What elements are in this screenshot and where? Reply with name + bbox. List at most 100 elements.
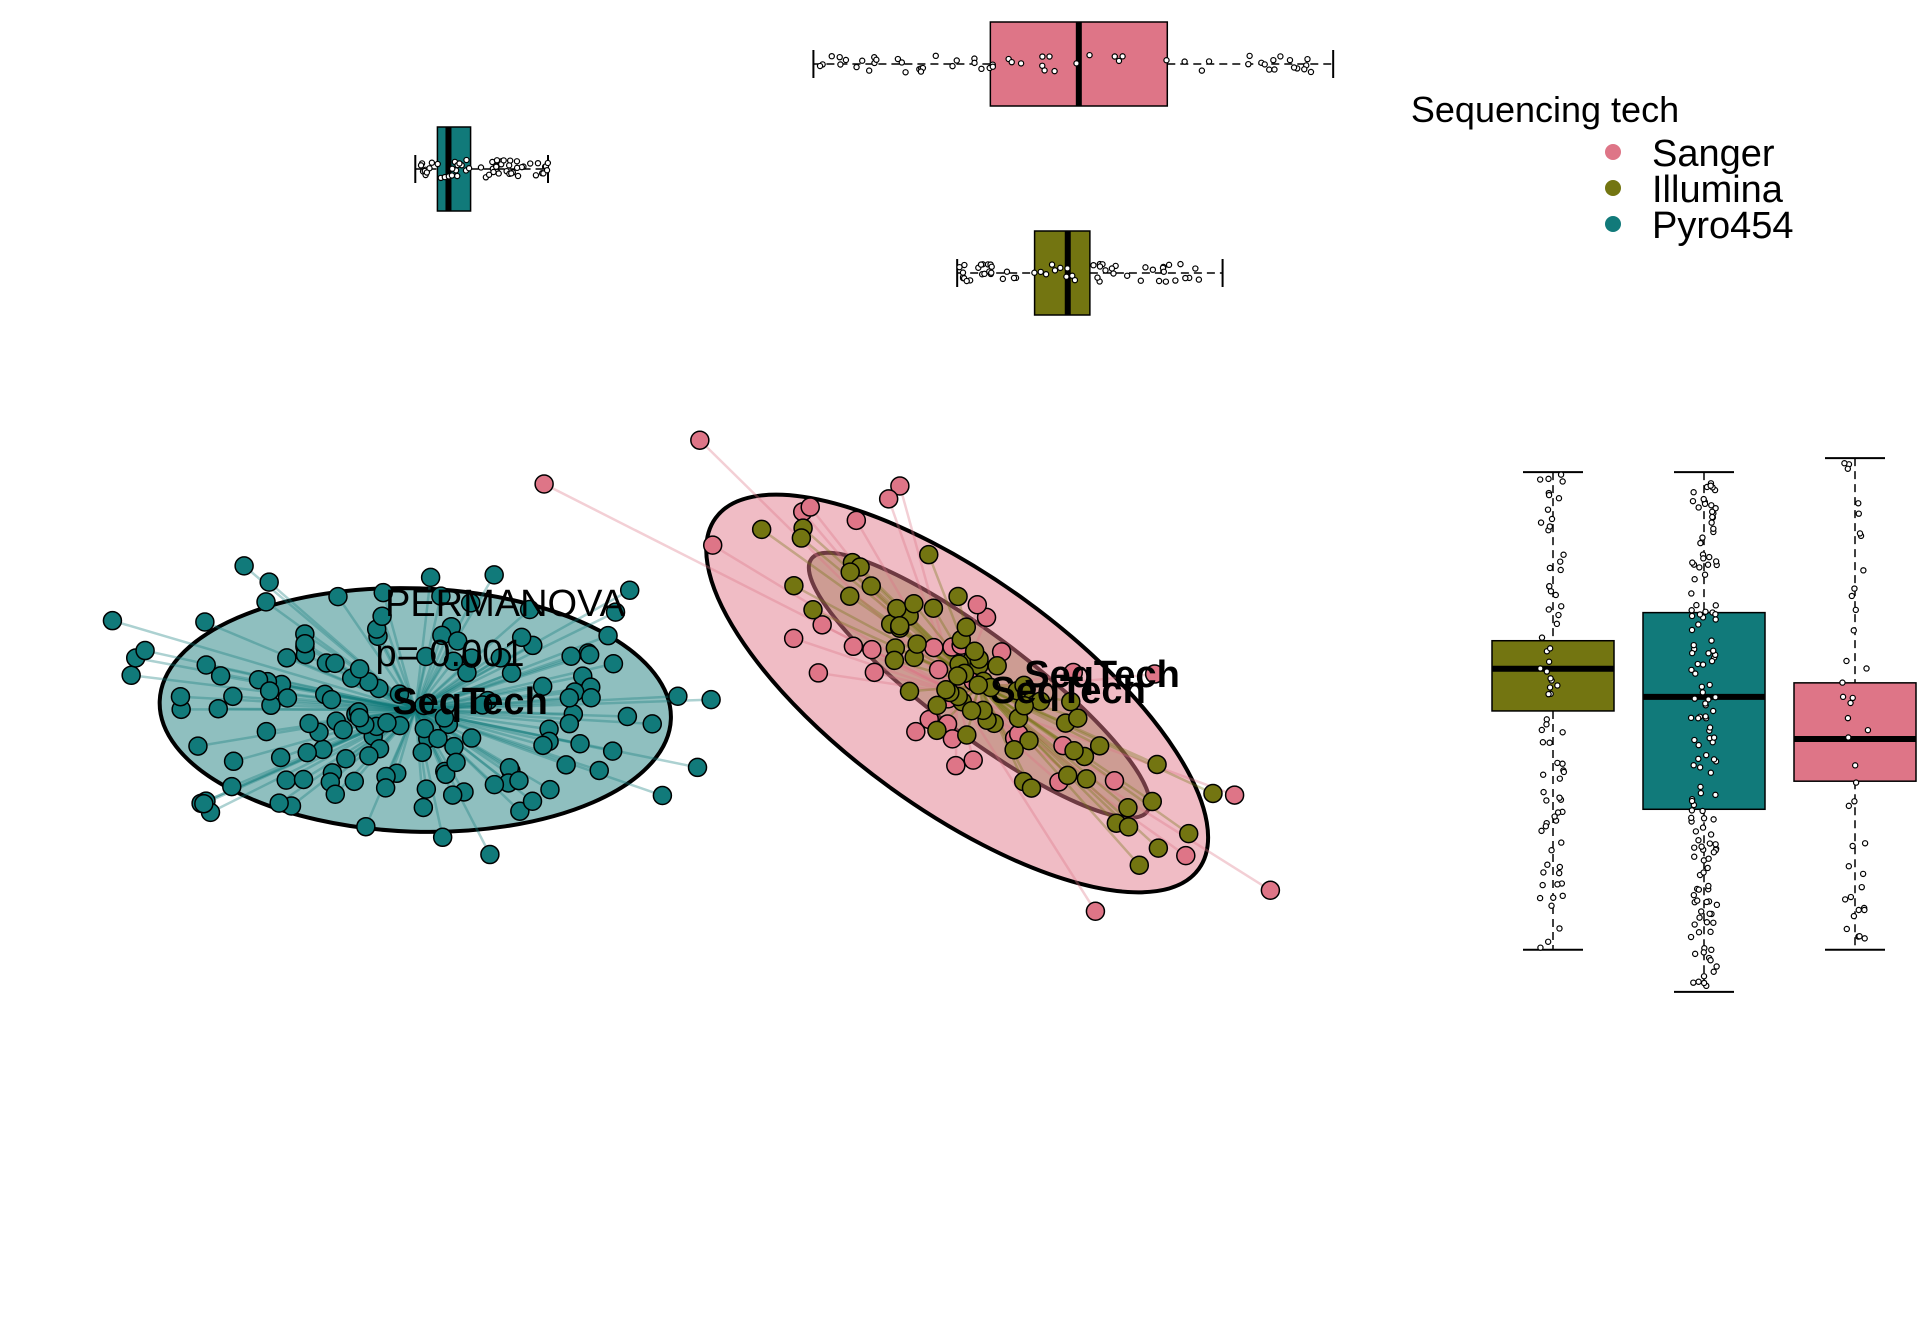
top-jitter-sanger [1271,66,1278,73]
right-jitter-pyro454 [1688,626,1696,634]
spider-pyro454 [376,635,417,711]
right-jitter-pyro454 [1698,683,1706,690]
point-illumina [948,586,968,607]
right-jitter-sanger [1848,592,1856,600]
spider-pyro454 [415,694,678,712]
right-jitter-sanger [1844,465,1852,472]
right-jitter-pyro454 [1696,564,1703,571]
right-jitter-illumina [1554,809,1562,816]
point-sanger [963,750,983,770]
top-jitter-sanger [1086,51,1093,59]
point-pyro454 [297,742,317,763]
point-pyro454 [447,631,468,651]
spider-pyro454 [414,577,432,711]
point-pyro454 [414,718,435,739]
point-pyro454 [359,746,379,766]
spider-illumina [760,528,981,687]
top-jitter-sanger [1277,53,1284,60]
point-pyro454 [484,565,504,585]
right-jitter-sanger [1856,530,1864,537]
point-illumina [1021,778,1042,798]
right-jitter-pyro454 [1690,489,1697,496]
point-pyro454 [559,688,580,708]
point-pyro454 [375,778,396,798]
top-jitter-illumina [963,277,970,285]
right-jitter-illumina [1543,797,1550,804]
right-jitter-illumina [1542,823,1550,830]
right-jitter-illumina [1545,658,1553,665]
point-pyro454 [295,633,315,654]
point-pyro454 [223,686,243,707]
point-pyro454 [619,580,640,601]
right-jitter-sanger [1859,870,1867,878]
point-sanger [812,615,832,635]
spider-illumina [978,684,1101,747]
right-jitter-sanger [1864,726,1872,734]
top-jitter-pyro454 [454,172,461,180]
spider-pyro454 [205,663,416,712]
right-jitter-sanger [1849,842,1856,850]
right-jitter-illumina [1545,475,1552,483]
right-jitter-illumina [1547,588,1555,595]
point-pyro454 [511,627,532,648]
right-jitter-pyro454 [1701,571,1709,578]
group-label-pyro454: SeqTech [392,681,548,723]
right-jitter-pyro454 [1695,837,1702,844]
top-jitter-illumina [1110,270,1117,277]
point-illumina [956,617,977,637]
point-pyro454 [416,646,436,667]
right-jitter-illumina [1551,813,1558,820]
spider-pyro454 [270,704,416,712]
right-jitter-illumina [1539,881,1546,889]
top-jitter-illumina [1142,264,1149,271]
right-jitter-pyro454 [1704,864,1711,872]
right-jitter-pyro454 [1712,602,1719,609]
point-pyro454 [687,757,708,778]
spider-pyro454 [415,685,591,712]
point-illumina [884,650,905,671]
point-sanger [1224,785,1245,805]
right-jitter-sanger [1855,906,1862,914]
right-jitter-sanger [1845,734,1852,741]
right-jitter-pyro454 [1697,539,1704,547]
point-illumina [964,641,985,661]
right-jitter-pyro454 [1705,696,1712,703]
point-pyro454 [434,708,455,728]
right-jitter-pyro454 [1697,908,1705,915]
point-illumina [1014,675,1034,696]
point-illumina [1064,741,1084,761]
top-jitter-illumina [1031,269,1038,276]
top-jitter-illumina [1177,260,1184,268]
point-illumina [1203,783,1223,804]
right-jitter-sanger [1839,679,1846,686]
top-jitter-illumina [1094,274,1101,281]
right-jitter-illumina [1556,863,1564,871]
right-jitter-illumina [1536,894,1544,902]
top-jitter-sanger [1245,60,1252,68]
top-jitter-sanger [853,63,860,71]
top-jitter-illumina [1155,277,1163,285]
right-jitter-pyro454 [1691,844,1698,851]
top-jitter-sanger [828,52,835,60]
right-jitter-illumina [1559,760,1566,767]
spider-sanger [818,671,958,695]
top-jitter-sanger [1115,57,1123,65]
point-pyro454 [270,747,291,768]
point-pyro454 [442,785,463,805]
top-jitter-illumina [1195,276,1203,283]
right-jitter-illumina [1545,606,1553,613]
right-jitter-pyro454 [1699,824,1707,831]
spider-pyro454 [384,709,417,777]
right-jitter-pyro454 [1708,519,1715,526]
top-jitter-pyro454 [463,156,470,164]
top-jitter-sanger [1039,53,1046,60]
point-pyro454 [490,648,511,668]
spider-illumina [978,684,1025,783]
right-jitter-illumina [1556,925,1563,932]
right-jitter-illumina [1538,726,1546,734]
right-jitter-illumina [1537,665,1544,672]
point-illumina [840,562,860,582]
top-jitter-sanger [953,57,960,64]
right-jitter-pyro454 [1705,650,1712,657]
top-jitter-pyro454 [534,159,542,167]
